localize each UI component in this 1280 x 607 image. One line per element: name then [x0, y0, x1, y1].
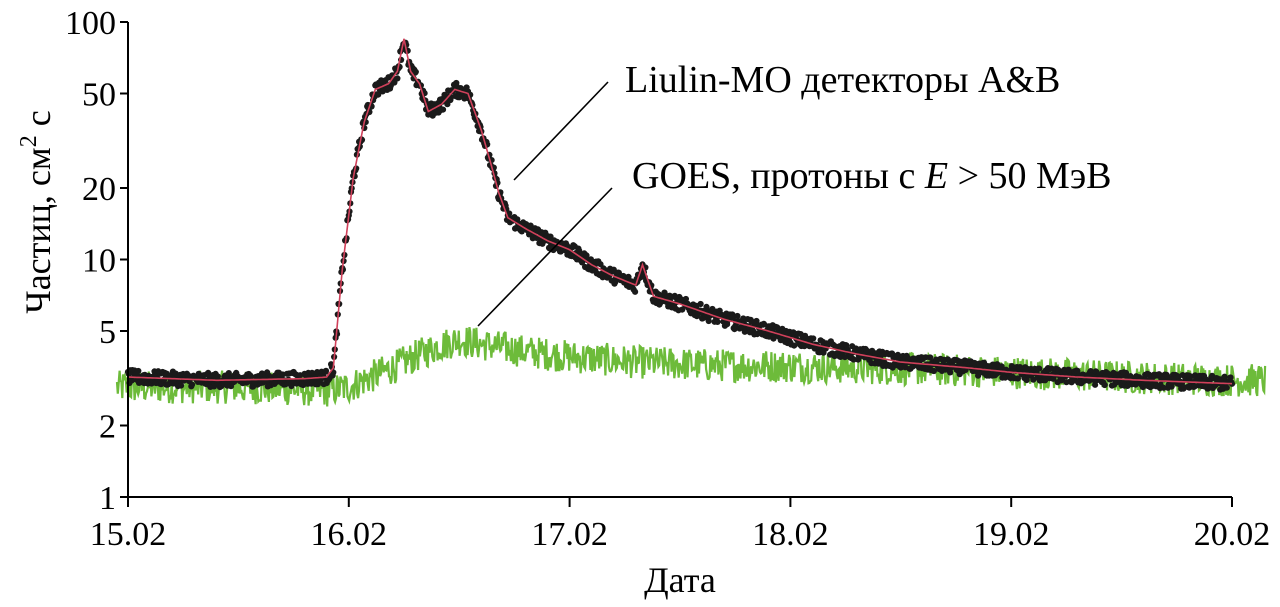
tick-layer: 1 2 5 10 20 50 100 15.02 16.02 17.02 18.02 19.02 20.…: [65, 5, 1270, 553]
liulin-fit-line: [127, 38, 1233, 385]
liulin-point: [1221, 373, 1228, 380]
liulin-point: [1101, 381, 1108, 389]
liulin-point: [610, 266, 617, 273]
liulin-point: [922, 354, 929, 361]
y-tick-label: 50: [82, 76, 116, 113]
liulin-point: [697, 300, 704, 308]
liulin-point: [714, 318, 721, 325]
x-tick-label: 15.02: [90, 516, 167, 553]
liulin-point: [1014, 375, 1021, 382]
liulin-point: [247, 373, 254, 380]
y-tick-label: 2: [99, 409, 116, 446]
liulin-point: [625, 273, 632, 280]
liulin-point: [188, 381, 196, 388]
y-tick-label: 1: [99, 480, 116, 517]
y-tick-label: 5: [99, 314, 116, 351]
liulin-point: [1227, 374, 1234, 381]
series-layer: [115, 38, 1267, 407]
annotation-goes-text-post: > 50 МэВ: [948, 155, 1111, 197]
annotation-liulin-text: Liulin-MO детекторы A&B: [625, 59, 1060, 101]
liulin-point: [975, 372, 982, 379]
x-tick-label: 17.02: [531, 516, 608, 553]
liulin-point: [791, 342, 798, 349]
annotation-goes-text-var: E: [924, 155, 948, 197]
series-liulin: [124, 38, 1236, 393]
x-tick-label: 18.02: [752, 516, 829, 553]
liulin-point: [927, 354, 934, 361]
liulin-point: [1160, 384, 1167, 391]
plot-area: 1 2 5 10 20 50 100 15.02 16.02 17.02 18.02 19.02 20.…: [65, 5, 1270, 553]
liulin-point: [632, 288, 639, 295]
x-tick-label: 19.02: [973, 516, 1050, 553]
series-goes: [115, 327, 1267, 407]
liulin-point: [177, 382, 185, 389]
y-axis-title-tail: с: [18, 110, 58, 135]
liulin-point: [679, 306, 686, 313]
annotation-goes: GOES, протоны с E > 50 МэВ: [477, 155, 1112, 327]
liulin-point: [135, 367, 142, 375]
liulin-point: [998, 363, 1005, 370]
y-tick-label: 10: [82, 243, 116, 280]
y-axis-title-main: Частиц, см: [18, 147, 58, 313]
y-tick-label: 100: [65, 5, 116, 42]
liulin-point: [412, 68, 419, 75]
y-axis-title: Частиц, см2 с: [16, 110, 58, 313]
liulin-point: [863, 347, 871, 354]
x-tick-label: 16.02: [311, 516, 388, 553]
goes-line: [115, 327, 1267, 407]
y-axis-title-sup: 2: [16, 135, 42, 147]
liulin-point: [1023, 377, 1030, 384]
x-tick-label: 20.02: [1194, 516, 1271, 553]
liulin-point: [322, 367, 330, 374]
liulin-point: [774, 324, 781, 331]
liulin-point: [225, 370, 232, 377]
leader-line-goes: [477, 187, 613, 327]
liulin-point: [375, 91, 382, 98]
liulin-point: [850, 356, 857, 363]
liulin-point: [128, 377, 135, 384]
y-tick-label: 20: [82, 171, 116, 208]
annotation-goes-text: GOES, протоны с E > 50 МэВ: [632, 155, 1112, 197]
liulin-point: [439, 106, 447, 113]
liulin-point: [1092, 381, 1099, 388]
liulin-point: [583, 252, 590, 259]
liulin-point: [930, 367, 938, 375]
annotation-goes-text-pre: GOES, протоны с: [632, 155, 925, 197]
x-axis-title: Дата: [644, 560, 716, 600]
annotation-liulin: Liulin-MO детекторы A&B: [513, 59, 1060, 181]
liulin-point: [1228, 380, 1236, 387]
liulin-point: [1223, 384, 1230, 391]
liulin-point: [705, 317, 712, 325]
liulin-point: [810, 335, 817, 342]
liulin-point: [841, 354, 849, 361]
liulin-point: [1036, 365, 1043, 372]
leader-line-liulin: [513, 81, 609, 181]
liulin-point: [734, 312, 741, 320]
liulin-point: [394, 75, 401, 82]
